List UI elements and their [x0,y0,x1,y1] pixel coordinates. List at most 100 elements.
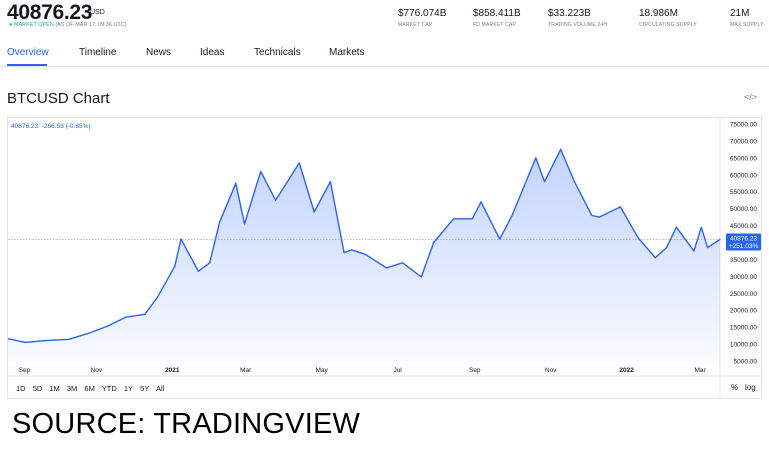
price-point [385,267,387,269]
x-tick-label: May [316,367,329,374]
active-tab-indicator [7,64,47,66]
tab-overview[interactable]: Overview [7,47,49,58]
price-point [535,157,537,159]
stat-market-cap: $776.074B MARKET CAP [398,8,446,28]
price-point [144,313,146,315]
price-chart[interactable]: 75000.00 70000.00 65000.00 60000.00 55000.00… [8,118,761,398]
y-tick-label: 10000.00 [730,342,757,349]
price-point [619,206,622,208]
price-point [351,249,353,251]
price-point [665,247,668,249]
price-point [243,223,246,225]
tab-markets[interactable]: Markets [329,47,365,58]
price-point [700,226,702,228]
range-6m-button[interactable]: 6M [84,384,95,393]
y-tick-label: 70000.00 [730,138,757,145]
stat-label: CIRCULATING SUPPLY [639,22,697,28]
price-point [329,181,331,183]
price-point [275,199,277,201]
chart-container[interactable]: 75000.00 70000.00 65000.00 60000.00 55000.00… [7,117,762,399]
price-point [87,333,89,335]
price-point [197,270,199,272]
legend-last-price: 40876.23 [11,123,39,130]
last-price-badge [726,233,761,251]
price-point [260,170,262,172]
range-5d-button[interactable]: 5D [32,384,43,393]
range-1y-button[interactable]: 1Y [123,384,134,393]
range-1d-button[interactable]: 1D [16,384,26,393]
price-point [637,236,639,238]
code-embed-icon[interactable]: </> [744,92,758,102]
x-tick-label: Mar [694,367,706,374]
price-point [420,276,422,278]
price-point [480,201,482,203]
status-dot-icon: ● [9,22,13,28]
stat-label: TRADING VOLUME 24H [548,22,608,28]
y-tick-label: 35000.00 [730,257,757,264]
price-point [471,218,473,220]
tab-news[interactable]: News [146,47,172,58]
range-3m-button[interactable]: 3M [66,384,78,393]
price-point [174,265,176,267]
badge-change: +251.03% [729,243,759,250]
price-point [219,221,221,223]
x-tick-label: Nov [91,367,103,374]
chart-legend: 40876.23 -266.53 (-0.65%) [11,123,91,130]
source-caption: SOURCE: TRADINGVIEW [12,408,361,440]
y-tick-label: 60000.00 [730,172,757,179]
badge-price: 40876.23 [730,236,757,243]
price-point [364,253,366,255]
x-tick-label: 2022 [619,367,634,374]
price-point [68,338,70,340]
stat-value: $33.223B [548,8,591,19]
price-currency: USD [90,9,105,16]
price-point [543,181,546,183]
chart-title: BTCUSD Chart [7,90,110,107]
price-point [156,296,158,298]
x-tick-label: Sep [469,367,481,374]
price-area-fill [8,149,720,361]
range-5y-button[interactable]: 5Y [140,384,150,393]
stat-label: MARKET CAP [398,22,433,28]
range-ytd-button[interactable]: YTD [101,384,117,393]
price-point [591,214,593,216]
price-point [180,238,182,240]
price-series-line [8,148,721,344]
price-point [499,238,501,240]
legend-change: -266.53 (-0.65%) [41,123,91,130]
y-tick-label: 65000.00 [730,155,757,162]
stat-fd-market-cap: $858.411B FD MARKET CAP [473,8,521,28]
tab-technicals[interactable]: Technicals [254,47,301,58]
stat-value: 21M [730,8,750,19]
tab-ideas[interactable]: Ideas [200,47,225,58]
as-of-time: (AS OF MAR 17, 09:36 UTC) [55,22,127,28]
log-scale-button[interactable]: log [745,383,756,392]
stat-trading-volume: $33.223B TRADING VOLUME 24H [548,8,607,28]
price-point [693,250,695,252]
stat-value: $776.074B [398,8,447,19]
price-point [107,325,109,327]
y-tick-label: 20000.00 [730,308,757,315]
price-point [675,226,678,228]
price-point [511,214,513,216]
percent-scale-button[interactable]: % [731,383,739,392]
tab-bar: Overview Timeline News Ideas Technicals … [0,40,769,67]
y-tick-label: 45000.00 [730,223,757,230]
price-point [24,341,26,343]
price-point [8,338,9,340]
y-tick-label: 30000.00 [730,274,757,281]
tab-timeline[interactable]: Timeline [79,47,117,58]
range-1m-button[interactable]: 1M [49,384,60,393]
range-all-button[interactable]: All [156,384,165,393]
price-point [654,257,656,259]
y-tick-label: 75000.00 [730,122,757,129]
stat-circulating-supply: 18.986M CIRCULATING SUPPLY [639,8,697,28]
x-tick-label: Jul [393,367,402,374]
price-point [209,262,211,264]
y-tick-label: 55000.00 [730,189,757,196]
stat-max-supply: 21M MAX SUPPLY [730,8,764,28]
price-point [235,182,237,184]
y-tick-label: 5000.00 [734,359,758,366]
market-status: ● MARKET OPEN (AS OF MAR 17, 09:36 UTC) [9,22,127,28]
price-point [402,262,404,264]
